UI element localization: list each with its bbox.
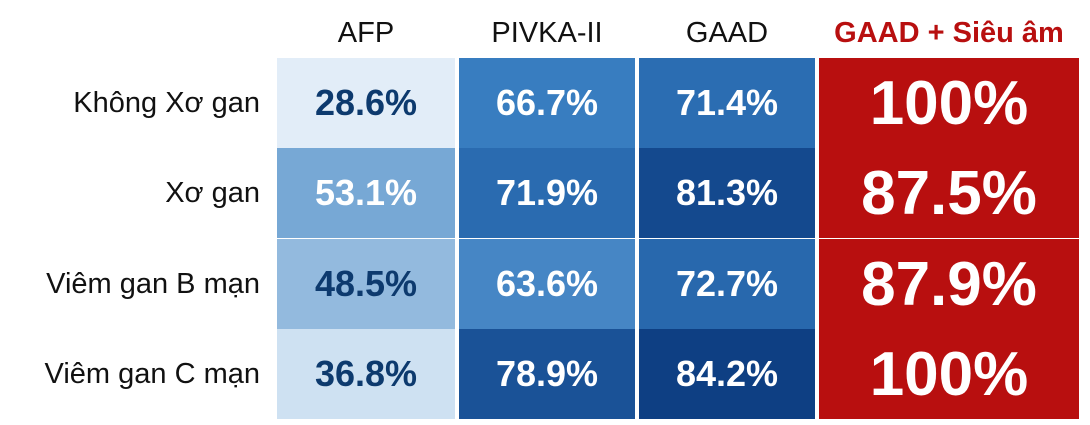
cell-viem-gan-c-man-afp xyxy=(277,329,455,419)
row-label-viem-gan-b-man: Viêm gan B mạn xyxy=(46,267,260,300)
cell-value-label: 78.9% xyxy=(495,353,599,394)
column-header-gaad-sieu-am: GAAD + Siêu âm xyxy=(834,16,1064,49)
column-header-afp: AFP xyxy=(337,16,395,49)
row-label-khong-xo-gan: Không Xơ gan xyxy=(73,86,260,119)
row-label-xo-gan: Xơ gan xyxy=(165,176,260,209)
cell-value-label: 87.5% xyxy=(861,158,1037,228)
cell-khong-xo-gan-gaad-sieu-am xyxy=(819,58,1079,148)
cell-viem-gan-b-man-gaad xyxy=(639,239,815,329)
cell-value-label: 36.8% xyxy=(314,353,418,394)
cell-khong-xo-gan-pivka-ii xyxy=(459,58,635,148)
cell-value-label: 100% xyxy=(869,339,1029,409)
row-label-viem-gan-c-man: Viêm gan C mạn xyxy=(44,357,260,390)
cell-value-label: 63.6% xyxy=(495,263,599,304)
cell-xo-gan-gaad xyxy=(639,148,815,238)
cell-value-label: 84.2% xyxy=(675,353,779,394)
cell-xo-gan-pivka-ii xyxy=(459,148,635,238)
cell-value-label: 71.9% xyxy=(495,172,599,213)
cell-viem-gan-c-man-gaad-sieu-am xyxy=(819,329,1079,419)
cell-xo-gan-gaad-sieu-am xyxy=(819,148,1079,238)
cell-value-label: 100% xyxy=(869,68,1029,138)
cell-value-label: 87.9% xyxy=(861,249,1037,319)
cell-value-label: 66.7% xyxy=(495,82,599,123)
column-header-pivka-ii: PIVKA-II xyxy=(491,16,603,49)
cell-value-label: 48.5% xyxy=(314,263,418,304)
cell-xo-gan-afp xyxy=(277,148,455,238)
cell-value-label: 81.3% xyxy=(675,172,779,213)
cell-viem-gan-b-man-gaad-sieu-am xyxy=(819,239,1079,329)
cell-viem-gan-c-man-gaad xyxy=(639,329,815,419)
cell-value-label: 71.4% xyxy=(675,82,779,123)
cell-viem-gan-b-man-pivka-ii xyxy=(459,239,635,329)
cell-viem-gan-c-man-pivka-ii xyxy=(459,329,635,419)
column-header-gaad: GAAD xyxy=(685,16,769,49)
cell-khong-xo-gan-afp xyxy=(277,58,455,148)
cell-value-label: 53.1% xyxy=(314,172,418,213)
cell-khong-xo-gan-gaad xyxy=(639,58,815,148)
cell-viem-gan-b-man-afp xyxy=(277,239,455,329)
cell-value-label: 72.7% xyxy=(675,263,779,304)
cell-value-label: 28.6% xyxy=(314,82,418,123)
